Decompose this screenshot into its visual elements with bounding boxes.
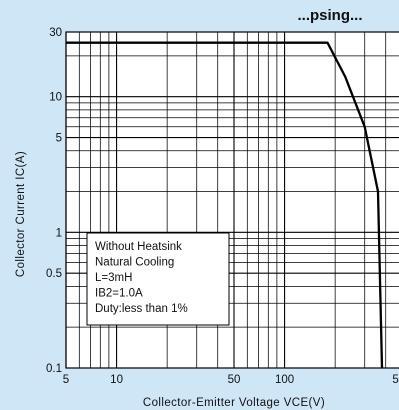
y-tick-label: 5	[56, 133, 62, 145]
soa-curve	[66, 41, 384, 369]
y-tick-label: 0.1	[46, 363, 62, 375]
annotation-line: Natural Cooling	[95, 257, 174, 269]
series-layer	[66, 41, 384, 369]
y-axis-title: Collector Current IC(A)	[15, 151, 27, 277]
plot-frame	[65, 31, 399, 369]
annotation-line: L=3mH	[95, 272, 132, 284]
y-tick-label: 10	[49, 92, 62, 104]
annotation-line: Duty:less than 1%	[95, 303, 188, 315]
y-tick-label: 30	[49, 27, 62, 39]
x-tick-label: 50	[228, 374, 241, 386]
x-tick-label: 100	[275, 374, 294, 386]
grid-lines	[65, 31, 399, 369]
x-tick-label: 500	[392, 374, 399, 386]
y-tick-label: 1	[56, 227, 62, 239]
chart-title: ...psing...	[297, 7, 362, 24]
x-tick-label: 5	[63, 374, 69, 386]
annotation-line: Without Heatsink	[95, 241, 182, 253]
y-tick-labels: 0.1 0.5 1 5 10 30	[46, 27, 62, 375]
x-tick-labels: 5 10 50 100 500	[63, 374, 399, 386]
annotation-background	[86, 232, 230, 326]
annotation-box: Without Heatsink Natural Cooling L=3mH IB2=…	[86, 232, 230, 326]
x-axis-title: Collector-Emitter Voltage VCE(V)	[143, 397, 325, 409]
y-tick-label: 0.5	[46, 268, 62, 280]
annotation-line: IB2=1.0A	[95, 288, 143, 300]
x-tick-label: 10	[110, 374, 123, 386]
